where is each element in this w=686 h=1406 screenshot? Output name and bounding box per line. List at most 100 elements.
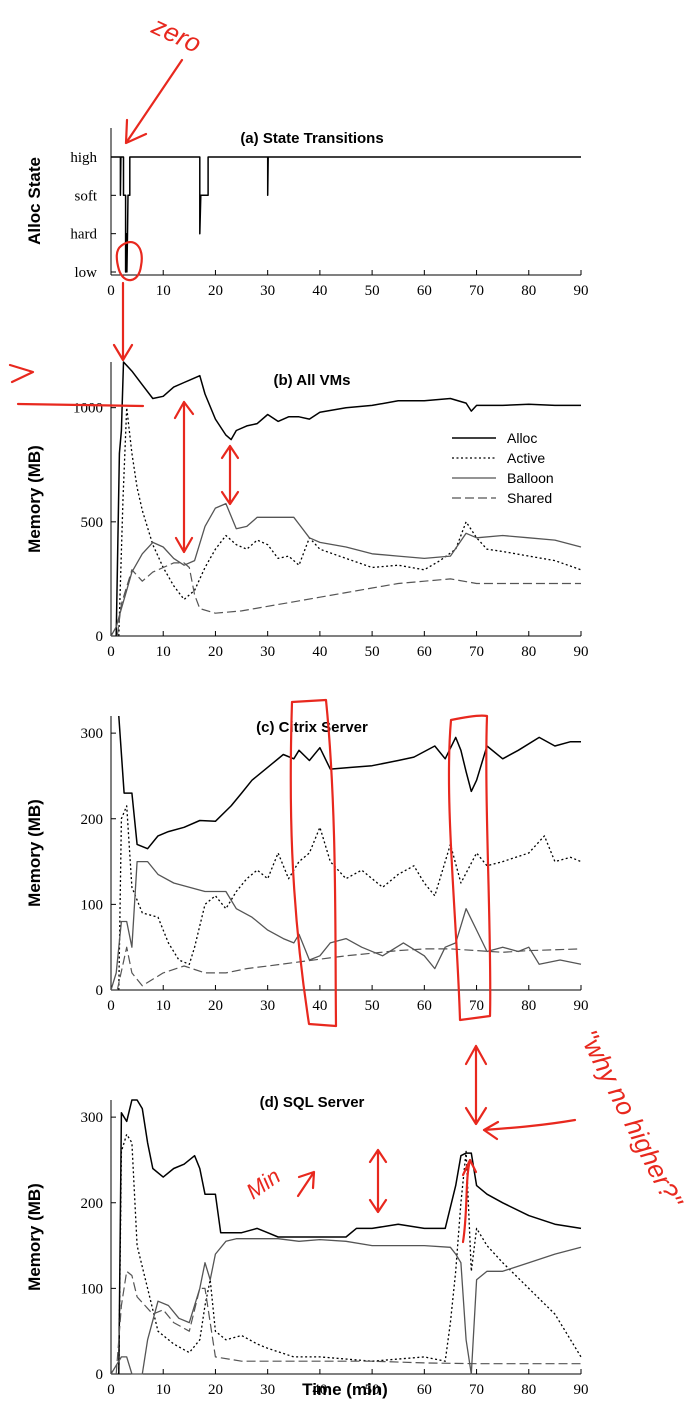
y-tick-label: 200 xyxy=(81,1196,104,1212)
legend-label: Balloon xyxy=(507,470,554,486)
x-tick-label: 10 xyxy=(156,1382,171,1398)
x-tick-label: 10 xyxy=(156,283,171,299)
legend-label: Shared xyxy=(507,490,552,506)
y-tick-label: soft xyxy=(75,188,98,204)
x-tick-label: 50 xyxy=(365,998,380,1014)
x-tick-label: 80 xyxy=(521,283,536,299)
y-tick-label: 100 xyxy=(81,897,104,913)
handwriting-why-no-higher: "why no higher?" xyxy=(574,1025,686,1214)
x-tick-label: 30 xyxy=(260,998,275,1014)
x-tick-label: 90 xyxy=(574,283,589,299)
series-line-active xyxy=(118,1133,582,1375)
x-tick-label: 20 xyxy=(208,1382,223,1398)
legend-label: Alloc xyxy=(507,430,537,446)
chart-title: (c) Citrix Server xyxy=(256,719,368,736)
x-tick-label: 0 xyxy=(107,644,115,660)
x-tick-label: 30 xyxy=(260,1382,275,1398)
series-line-shared xyxy=(116,946,582,991)
x-tick-label: 0 xyxy=(107,998,115,1014)
chart-title: (a) State Transitions xyxy=(240,130,383,147)
circle-low-state xyxy=(115,241,143,282)
x-axis-label: Time (min) xyxy=(302,1380,388,1399)
x-tick-label: 40 xyxy=(312,1382,327,1398)
x-tick-label: 50 xyxy=(365,283,380,299)
y-tick-label: 0 xyxy=(96,629,104,645)
arrow-double-between-panels xyxy=(464,1044,488,1126)
x-tick-label: 10 xyxy=(156,998,171,1014)
y-tick-label: 0 xyxy=(96,983,104,999)
x-tick-label: 70 xyxy=(469,644,484,660)
series-line-balloon xyxy=(111,860,582,991)
chart-c: 0 10 20 30 40 50 60 70 80 90 0 100 200 300 (c) Citrix … xyxy=(25,715,589,1014)
x-tick-label: 0 xyxy=(107,1382,115,1398)
box-citrix-40 xyxy=(289,698,338,1028)
arrow-down-to-panel-b xyxy=(112,281,134,362)
y-tick-label: high xyxy=(70,150,97,166)
x-tick-label: 50 xyxy=(365,1382,380,1398)
chart-b: 0 10 20 30 40 50 60 70 80 90 0 500 1000 (b) All VMs Me… xyxy=(25,361,589,660)
x-tick-label: 70 xyxy=(469,283,484,299)
x-tick-label: 60 xyxy=(417,283,432,299)
x-tick-label: 20 xyxy=(208,283,223,299)
handwriting-min: Min xyxy=(242,1163,285,1204)
legend-label: Active xyxy=(507,450,545,466)
x-tick-label: 90 xyxy=(574,1382,589,1398)
x-tick-label: 40 xyxy=(312,998,327,1014)
series-line-active xyxy=(118,407,582,637)
arrow-left-margin xyxy=(8,363,35,384)
arrow-to-sql-peak xyxy=(482,1118,577,1141)
x-tick-label: 60 xyxy=(417,998,432,1014)
legend: Alloc Active Balloon Shared xyxy=(452,430,554,506)
y-tick-label: 300 xyxy=(81,726,104,742)
series-line-shared xyxy=(116,562,581,637)
series-line-balloon xyxy=(111,1238,582,1375)
chart-d: 0 10 20 30 40 50 60 70 80 90 0 100 200 300 (d) SQL Ser… xyxy=(25,1094,589,1398)
x-tick-label: 90 xyxy=(574,644,589,660)
y-axis-label: Memory (MB) xyxy=(25,799,44,907)
chart-title: (d) SQL Server xyxy=(260,1094,365,1111)
x-tick-label: 20 xyxy=(208,644,223,660)
x-tick-label: 80 xyxy=(521,1382,536,1398)
chart-title: (b) All VMs xyxy=(274,372,351,389)
x-tick-label: 10 xyxy=(156,644,171,660)
x-tick-label: 60 xyxy=(417,1382,432,1398)
x-tick-label: 80 xyxy=(521,644,536,660)
handwriting-zero: zero xyxy=(147,10,206,59)
y-tick-label: 500 xyxy=(81,515,104,531)
y-axis-label: Memory (MB) xyxy=(25,1183,44,1291)
box-citrix-70 xyxy=(447,714,492,1022)
x-tick-label: 30 xyxy=(260,644,275,660)
x-tick-label: 40 xyxy=(312,283,327,299)
series-line-balloon xyxy=(111,502,582,637)
arrow-zero xyxy=(124,58,184,145)
arrow-double-gap-left xyxy=(173,400,195,554)
x-tick-label: 90 xyxy=(574,998,589,1014)
y-tick-label: 100 xyxy=(81,1281,104,1297)
x-tick-label: 60 xyxy=(417,644,432,660)
y-tick-label: hard xyxy=(70,227,97,243)
x-tick-label: 80 xyxy=(521,998,536,1014)
x-tick-label: 0 xyxy=(107,283,115,299)
y-tick-label: 200 xyxy=(81,812,104,828)
line-level-1000 xyxy=(16,402,145,408)
series-line-alloc xyxy=(115,361,581,637)
arrow-sql-dip xyxy=(461,1158,478,1244)
chart-a: 0 10 20 30 40 50 60 70 80 90 low hard soft high (a) St… xyxy=(25,128,589,299)
arrow-min xyxy=(296,1170,316,1198)
plot-panels: 0 10 20 30 40 50 60 70 80 90 low hard soft high (a) St… xyxy=(25,128,589,1398)
arrow-double-gap-right xyxy=(220,444,240,506)
y-tick-label: 300 xyxy=(81,1110,104,1126)
y-tick-label: 1000 xyxy=(73,401,103,417)
x-tick-label: 70 xyxy=(469,1382,484,1398)
series-line-alloc xyxy=(118,1099,582,1375)
x-tick-label: 70 xyxy=(469,998,484,1014)
y-tick-label: low xyxy=(75,265,98,281)
arrow-double-sql-mid xyxy=(368,1148,388,1214)
x-tick-label: 30 xyxy=(260,283,275,299)
y-tick-label: 0 xyxy=(96,1367,104,1383)
series-line-active xyxy=(118,805,582,991)
series-line-state xyxy=(111,156,581,273)
x-tick-label: 50 xyxy=(365,644,380,660)
x-tick-label: 20 xyxy=(208,998,223,1014)
